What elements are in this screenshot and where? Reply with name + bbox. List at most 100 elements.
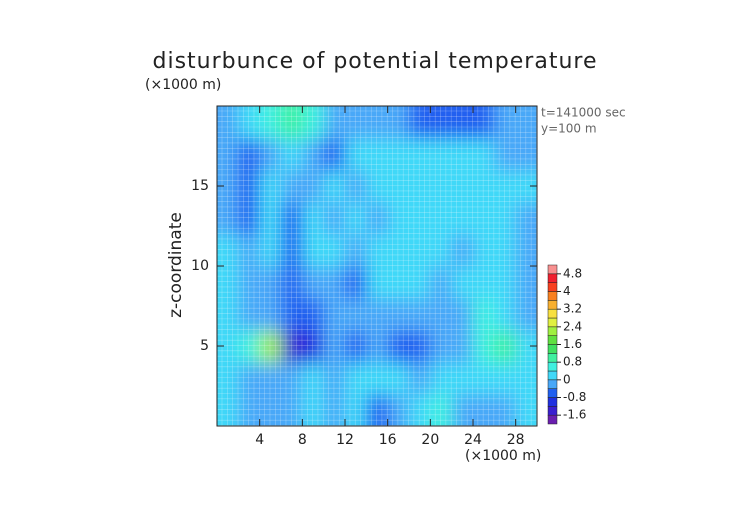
cell	[430, 234, 453, 267]
overlay: 4 8 12 16 20 24 28 5 10 15 -1.6 -0.8 0 0.8 1.6 2.4 3.2 4 4…	[191, 105, 586, 448]
cell	[217, 266, 240, 299]
cell	[302, 362, 325, 395]
cell	[473, 298, 496, 331]
cell	[430, 138, 453, 171]
cell	[217, 362, 240, 395]
colorbar-label: 4.8	[563, 266, 582, 280]
colorbar-segment	[547, 273, 558, 283]
cell	[515, 298, 537, 331]
cell	[323, 138, 346, 171]
cell	[409, 202, 432, 235]
cell	[366, 202, 389, 235]
cell	[302, 170, 325, 203]
colorbar-segment	[547, 264, 558, 275]
cell	[259, 170, 282, 203]
cell	[387, 298, 410, 331]
cell	[387, 362, 410, 395]
cell	[494, 330, 517, 363]
cell	[387, 394, 410, 426]
cell	[302, 234, 325, 267]
cell	[281, 170, 304, 203]
annotation: t=141000 sec	[541, 106, 626, 120]
field	[217, 106, 537, 426]
colorbar-label: 3.2	[563, 302, 582, 316]
cell	[238, 266, 261, 299]
cell	[473, 266, 496, 299]
cell	[409, 362, 432, 395]
cell	[494, 202, 517, 235]
cell	[281, 298, 304, 331]
cell	[473, 362, 496, 395]
cell	[494, 170, 517, 203]
cell	[238, 234, 261, 267]
cell	[259, 202, 282, 235]
cell	[302, 394, 325, 426]
cell	[515, 170, 537, 203]
cell	[387, 170, 410, 203]
cell	[259, 106, 282, 139]
cell	[387, 202, 410, 235]
x-tick-label: 20	[421, 432, 439, 448]
cell	[494, 106, 517, 139]
cell	[323, 234, 346, 267]
cell	[409, 394, 432, 426]
cell	[238, 362, 261, 395]
colorbar-segment	[547, 335, 558, 345]
cell	[430, 394, 453, 426]
x-tick-label: 4	[255, 432, 264, 448]
x-unit: (×1000 m)	[465, 448, 541, 464]
cell	[409, 266, 432, 299]
cell	[366, 330, 389, 363]
colorbar-segment	[547, 326, 558, 336]
cell	[409, 106, 432, 139]
cell	[345, 106, 368, 139]
y-tick-label: 15	[191, 178, 209, 194]
cell	[430, 202, 453, 235]
cell	[387, 106, 410, 139]
cell	[387, 234, 410, 267]
cell	[451, 298, 474, 331]
fine-grid	[217, 106, 537, 426]
cell	[451, 138, 474, 171]
colorbar-segment	[547, 300, 558, 310]
cell	[238, 394, 261, 426]
annotation: y=100 m	[541, 122, 597, 136]
colorbar-label: 0	[563, 372, 571, 386]
cell	[494, 298, 517, 331]
cell	[259, 394, 282, 426]
cell	[345, 266, 368, 299]
cell	[387, 330, 410, 363]
cell	[473, 394, 496, 426]
cell	[217, 330, 240, 363]
cell	[281, 202, 304, 235]
field-cells	[217, 106, 537, 426]
cell	[302, 266, 325, 299]
colorbar-segment	[547, 370, 558, 381]
cell	[515, 106, 537, 139]
cell	[238, 298, 261, 331]
colorbar-segment	[547, 317, 558, 328]
colorbar-segment	[547, 291, 558, 301]
cell	[515, 330, 537, 363]
cell	[451, 330, 474, 363]
cell	[366, 234, 389, 267]
cell	[238, 138, 261, 171]
cell	[345, 330, 368, 363]
cell	[323, 330, 346, 363]
colorbar-segment	[547, 379, 558, 389]
cell	[281, 234, 304, 267]
cell	[323, 298, 346, 331]
cell	[473, 234, 496, 267]
x-tick-label: 12	[336, 432, 354, 448]
cell	[451, 106, 474, 139]
y-tick-label: 5	[200, 338, 209, 354]
cell	[281, 106, 304, 139]
cell	[302, 106, 325, 139]
cell	[302, 138, 325, 171]
cell	[451, 266, 474, 299]
colorbar-label: 0.8	[563, 355, 582, 369]
x-tick-label: 8	[298, 432, 307, 448]
colorbar-label: 1.6	[563, 337, 582, 351]
cell	[366, 362, 389, 395]
cell	[366, 394, 389, 426]
